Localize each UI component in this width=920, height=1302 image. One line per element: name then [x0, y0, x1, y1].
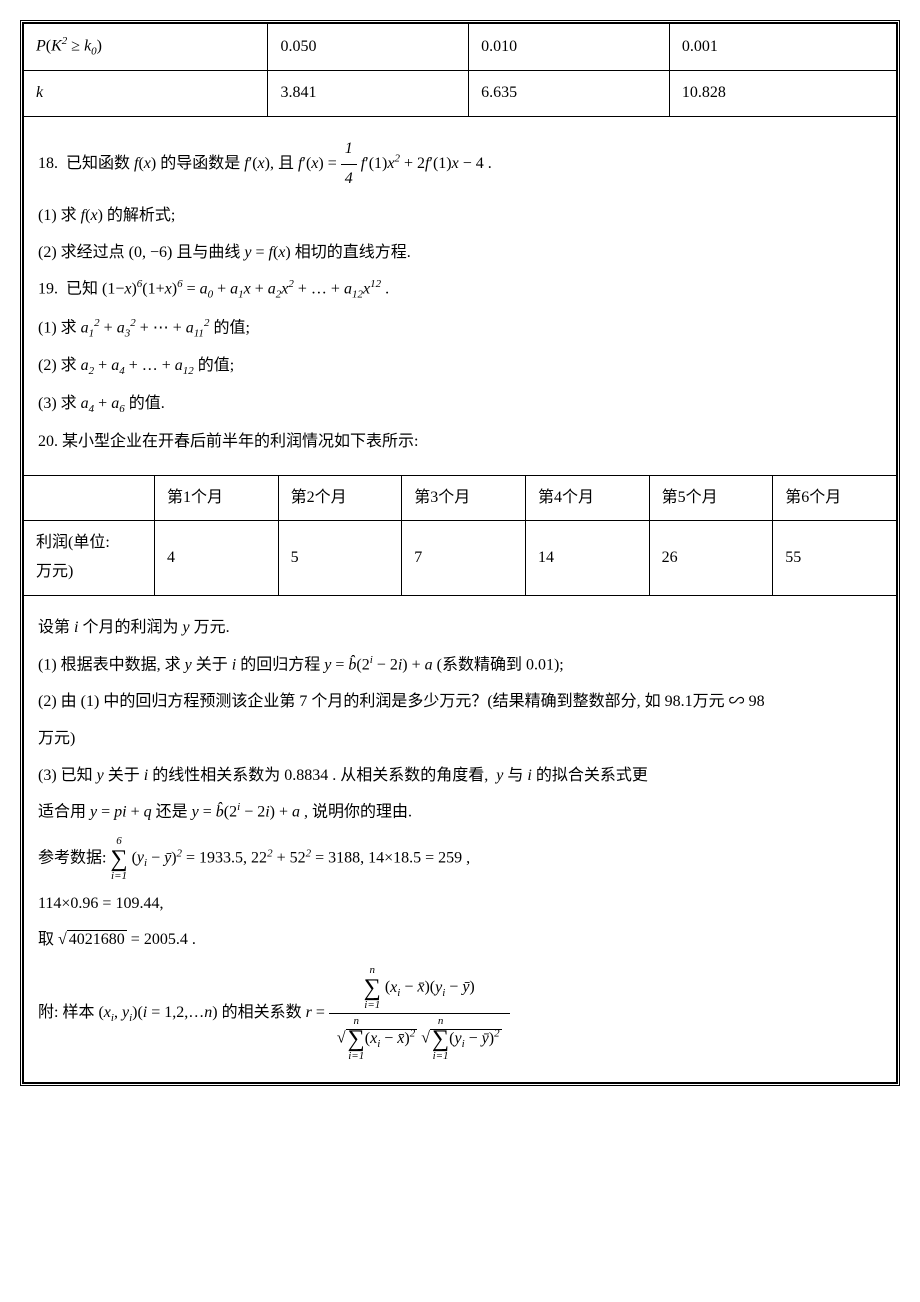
month-4: 第4个月: [525, 475, 649, 521]
q19-part2: (2) 求 a2 + a4 + … + a12 的值;: [38, 352, 882, 382]
q20-ref3: 取 √4021680 = 2005.4 .: [38, 926, 882, 955]
q20-part2a: (2) 由 (1) 中的回归方程预测该企业第 7 个月的利润是多少万元？(结果精…: [38, 688, 882, 717]
month-6: 第6个月: [773, 475, 897, 521]
chi-col-0001: 0.001: [669, 24, 896, 71]
q20-part2b: 万元): [38, 725, 882, 754]
q20-stem: 20. 某小型企业在开春后前半年的利润情况如下表所示:: [38, 428, 882, 457]
q18-stem: 18. 已知函数 f(x) 的导函数是 f′(x), 且 f′(x) = 14 …: [38, 135, 882, 194]
chi-square-table: P(K2 ≥ k0) 0.050 0.010 0.001 k 3.841 6.6…: [23, 23, 897, 117]
chi-col-001: 0.010: [469, 24, 670, 71]
month-1: 第1个月: [154, 475, 278, 521]
q20-appendix: 附: 样本 (xi, yi)(i = 1,2,…n) 的相关系数 r = n∑i…: [38, 963, 882, 1064]
profit-3: 7: [402, 521, 526, 596]
profit-2: 5: [278, 521, 402, 596]
chi-val-10828: 10.828: [669, 71, 896, 117]
q18-part1: (1) 求 f(x) 的解析式;: [38, 202, 882, 231]
table-row: 利润(单位: 万元) 4 5 7 14 26 55: [24, 521, 897, 596]
profit-6: 55: [773, 521, 897, 596]
q18-block: 18. 已知函数 f(x) 的导函数是 f′(x), 且 f′(x) = 14 …: [23, 117, 897, 475]
q18-part2: (2) 求经过点 (0, −6) 且与曲线 y = f(x) 相切的直线方程.: [38, 239, 882, 268]
table-row: P(K2 ≥ k0) 0.050 0.010 0.001: [24, 24, 897, 71]
q19-part3: (3) 求 a4 + a6 的值.: [38, 390, 882, 420]
chi-col-005: 0.050: [268, 24, 469, 71]
q20-part3a: (3) 已知 y 关于 i 的线性相关系数为 0.8834 . 从相关系数的角度…: [38, 762, 882, 791]
page-container: P(K2 ≥ k0) 0.050 0.010 0.001 k 3.841 6.6…: [20, 20, 900, 1086]
q20-part1: (1) 根据表中数据, 求 y 关于 i 的回归方程 y = b̂(2i − 2…: [38, 651, 882, 680]
q19-part1: (1) 求 a12 + a32 + ⋯ + a112 的值;: [38, 314, 882, 344]
month-2: 第2个月: [278, 475, 402, 521]
profit-label-1: 利润(单位:: [36, 534, 110, 551]
q19-stem: 19. 已知 (1−x)6(1+x)6 = a0 + a1x + a2x2 + …: [38, 275, 882, 305]
q20-after-table: 设第 i 个月的利润为 y 万元.: [38, 614, 882, 643]
q20-ref1: 参考数据: 6∑i=1 (yi − ȳ)2 = 1933.5, 222 + 52…: [38, 836, 882, 882]
chi-val-3841: 3.841: [268, 71, 469, 117]
q20-body: 设第 i 个月的利润为 y 万元. (1) 根据表中数据, 求 y 关于 i 的…: [23, 596, 897, 1083]
q20-ref2: 114×0.96 = 109.44,: [38, 890, 882, 919]
profit-4: 14: [525, 521, 649, 596]
chi-header-cell: P(K2 ≥ k0): [24, 24, 268, 71]
chi-val-6635: 6.635: [469, 71, 670, 117]
chi-k-cell: k: [24, 71, 268, 117]
month-5: 第5个月: [649, 475, 773, 521]
table-row: k 3.841 6.635 10.828: [24, 71, 897, 117]
month-3: 第3个月: [402, 475, 526, 521]
profit-label-cell: 利润(单位: 万元): [24, 521, 155, 596]
table-row: 第1个月 第2个月 第3个月 第4个月 第5个月 第6个月: [24, 475, 897, 521]
profit-table: 第1个月 第2个月 第3个月 第4个月 第5个月 第6个月 利润(单位: 万元) …: [23, 475, 897, 596]
profit-1: 4: [154, 521, 278, 596]
month-blank: [24, 475, 155, 521]
q20-part3b: 适合用 y = pi + q 还是 y = b̂(2i − 2i) + a , …: [38, 798, 882, 827]
profit-5: 26: [649, 521, 773, 596]
profit-label-2: 万元): [36, 563, 73, 580]
